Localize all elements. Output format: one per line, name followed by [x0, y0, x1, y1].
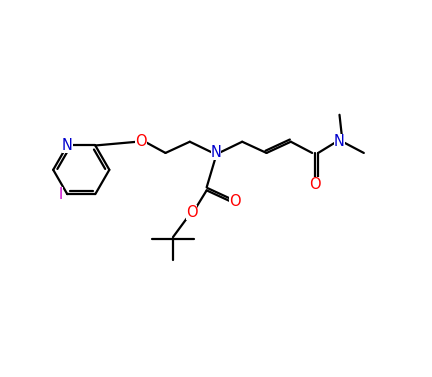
Text: O: O — [135, 134, 147, 149]
Text: O: O — [229, 194, 241, 209]
Text: N: N — [62, 138, 73, 153]
Text: N: N — [334, 134, 345, 149]
Text: O: O — [186, 205, 197, 220]
Text: N: N — [210, 146, 222, 161]
Text: O: O — [309, 177, 321, 192]
Text: I: I — [58, 187, 63, 202]
